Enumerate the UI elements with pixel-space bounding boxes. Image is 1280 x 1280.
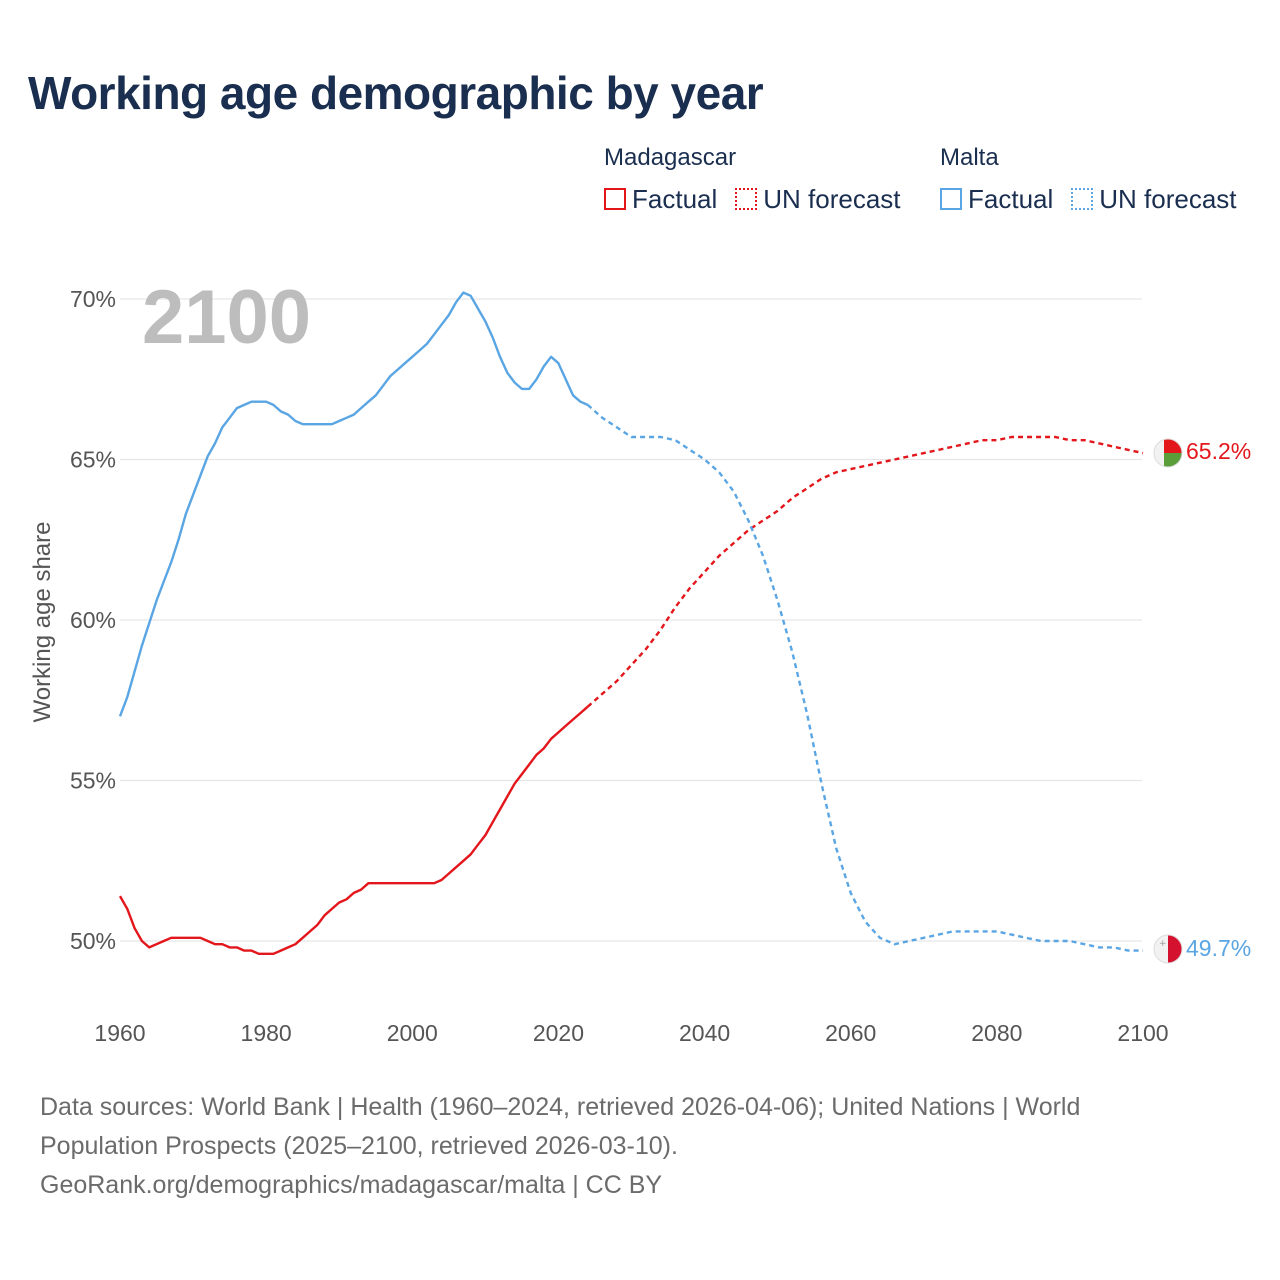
legend-malta-factual-label: Factual — [968, 183, 1054, 214]
legend-swatch-solid-blue — [940, 188, 962, 210]
y-tick-label-70: 70% — [70, 286, 116, 312]
legend-malta-factual[interactable]: Factual — [940, 184, 1053, 215]
legend-malta-name: Malta — [940, 144, 999, 171]
y-tick-label-60: 60% — [70, 607, 116, 633]
footer-line-1: Data sources: World Bank | Health (1960–… — [40, 1093, 1081, 1121]
line-chart: 50% 55% 60% 65% 70% 1960 1980 2000 2020 2040 2060… — [29, 275, 1251, 1046]
x-axis-ticks: 1960 1980 2000 2020 2040 2060 2080 2100 — [94, 1020, 1168, 1046]
madagascar-forecast-line — [586, 435, 1144, 708]
legend-madagascar: Madagascar Factual UN forecast — [604, 144, 919, 214]
legend-malta-forecast-label: UN forecast — [1099, 183, 1237, 214]
current-year-label: 2100 — [142, 275, 311, 360]
svg-text:+: + — [1159, 939, 1167, 949]
y-tick-label-55: 55% — [70, 768, 116, 794]
y-tick-label-65: 65% — [70, 447, 116, 473]
legend-swatch-dotted-blue — [1071, 188, 1094, 210]
legend-madagascar-forecast[interactable]: UN forecast — [735, 183, 901, 215]
x-tick-label-2020: 2020 — [533, 1020, 584, 1046]
madagascar-factual-line — [118, 705, 589, 955]
footer-sources: Data sources: World Bank | Health (1960–… — [40, 1088, 1190, 1205]
x-tick-label-2000: 2000 — [387, 1020, 438, 1046]
malta-end-value-label: 49.7% — [1186, 935, 1251, 961]
legend-madagascar-factual-label: Factual — [632, 183, 718, 214]
legend-malta-forecast[interactable]: UN forecast — [1071, 183, 1237, 215]
legend-swatch-solid-red — [604, 188, 626, 210]
legend-malta: Malta Factual UN forecast — [940, 144, 1255, 214]
x-tick-label-2100: 2100 — [1117, 1020, 1168, 1046]
x-tick-label-1980: 1980 — [241, 1020, 292, 1046]
legend-madagascar-name: Madagascar — [604, 144, 737, 171]
legend-madagascar-forecast-label: UN forecast — [763, 183, 901, 214]
grid-lines — [120, 298, 1142, 942]
x-tick-label-2080: 2080 — [971, 1020, 1022, 1046]
malta-flag-icon: + — [1153, 934, 1183, 964]
legend-swatch-dotted-red — [735, 188, 758, 210]
footer-line-3[interactable]: GeoRank.org/demographics/madagascar/malt… — [40, 1171, 663, 1199]
legend-madagascar-factual[interactable]: Factual — [604, 184, 717, 215]
madagascar-end-value-label: 65.2% — [1186, 438, 1251, 464]
y-axis-title: Working age share — [29, 522, 56, 723]
malta-factual-line — [118, 291, 589, 717]
y-tick-label-50: 50% — [70, 928, 116, 954]
footer-line-2: Population Prospects (2025–2100, retriev… — [40, 1132, 678, 1160]
chart-title: Working age demographic by year — [28, 67, 764, 119]
x-tick-label-2060: 2060 — [825, 1020, 876, 1046]
x-tick-label-1960: 1960 — [94, 1020, 145, 1046]
x-tick-label-2040: 2040 — [679, 1020, 730, 1046]
y-axis-ticks: 50% 55% 60% 65% 70% — [70, 286, 116, 954]
series-lines — [118, 291, 1144, 955]
malta-forecast-line — [586, 404, 1143, 952]
end-markers: + — [1153, 438, 1183, 964]
madagascar-flag-icon — [1153, 438, 1183, 468]
